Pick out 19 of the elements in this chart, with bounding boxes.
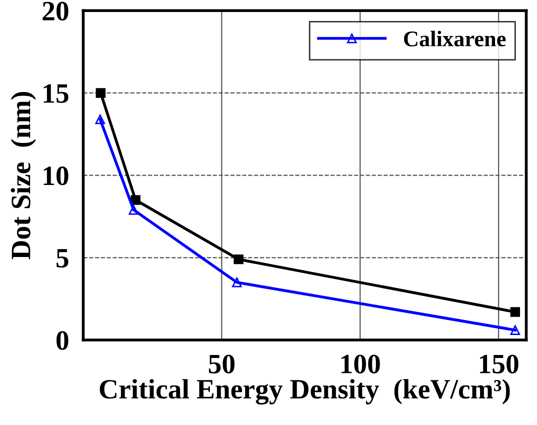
y-tick-label: 0 — [56, 331, 68, 350]
y-tick-label: 20 — [42, 2, 68, 21]
point — [95, 114, 105, 124]
point — [234, 254, 244, 264]
x-tick-label: 150 — [480, 354, 518, 374]
y-axis-title: Dot Size (nm) — [10, 92, 36, 260]
point — [96, 88, 106, 98]
point — [130, 195, 140, 205]
point — [510, 307, 520, 317]
point — [128, 205, 138, 215]
y-tick-label: 5 — [56, 249, 68, 268]
point — [510, 325, 520, 335]
point — [232, 278, 242, 288]
legend-label: Calixarene — [404, 30, 506, 46]
x-tick-label: 50 — [208, 354, 235, 374]
y-tick-label: 10 — [44, 166, 68, 186]
x-axis-title: Critical Energy Density (keV/cm³) — [100, 379, 510, 404]
x-tick-label: 100 — [342, 354, 380, 374]
y-tick-label: 15 — [44, 84, 68, 103]
